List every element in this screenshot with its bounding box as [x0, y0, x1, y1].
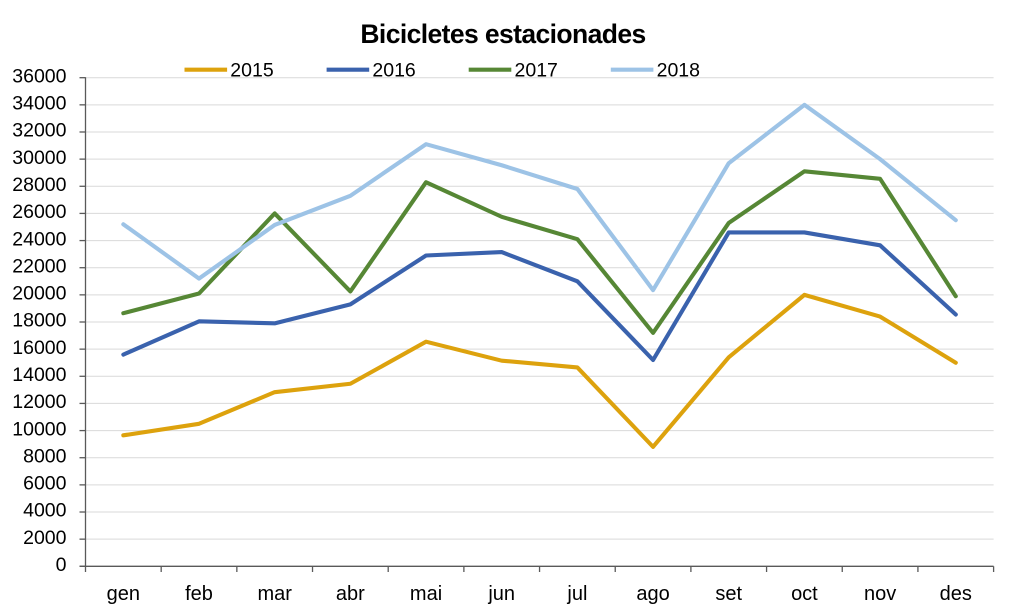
svg-text:28000: 28000 — [12, 174, 66, 196]
svg-text:36000: 36000 — [12, 65, 66, 87]
svg-text:24000: 24000 — [12, 228, 66, 250]
svg-text:16000: 16000 — [12, 337, 66, 359]
svg-text:2017: 2017 — [515, 60, 558, 82]
svg-text:nov: nov — [864, 583, 896, 605]
svg-text:set: set — [715, 583, 742, 605]
svg-text:jul: jul — [566, 583, 587, 605]
svg-text:20000: 20000 — [12, 283, 66, 305]
svg-text:oct: oct — [791, 583, 818, 605]
svg-text:jun: jun — [487, 583, 515, 605]
svg-text:32000: 32000 — [12, 120, 66, 142]
svg-text:4000: 4000 — [23, 500, 67, 522]
svg-text:2016: 2016 — [372, 60, 415, 82]
svg-text:0: 0 — [56, 554, 67, 576]
svg-text:des: des — [940, 583, 972, 605]
svg-text:22000: 22000 — [12, 255, 66, 277]
svg-text:26000: 26000 — [12, 201, 66, 223]
svg-text:30000: 30000 — [12, 147, 66, 169]
svg-text:18000: 18000 — [12, 310, 66, 332]
svg-text:8000: 8000 — [23, 445, 67, 467]
svg-text:gen: gen — [107, 583, 140, 605]
svg-text:feb: feb — [185, 583, 213, 605]
svg-text:abr: abr — [336, 583, 365, 605]
svg-text:ago: ago — [636, 583, 669, 605]
svg-text:mai: mai — [410, 583, 442, 605]
svg-text:6000: 6000 — [23, 473, 67, 495]
svg-text:Bicicletes estacionades: Bicicletes estacionades — [360, 19, 645, 49]
svg-text:2018: 2018 — [657, 60, 700, 82]
svg-text:10000: 10000 — [12, 418, 66, 440]
svg-text:34000: 34000 — [12, 93, 66, 115]
svg-text:2015: 2015 — [230, 60, 274, 82]
svg-text:14000: 14000 — [12, 364, 66, 386]
svg-text:2000: 2000 — [23, 527, 67, 549]
svg-text:mar: mar — [257, 583, 292, 605]
svg-text:12000: 12000 — [12, 391, 66, 413]
